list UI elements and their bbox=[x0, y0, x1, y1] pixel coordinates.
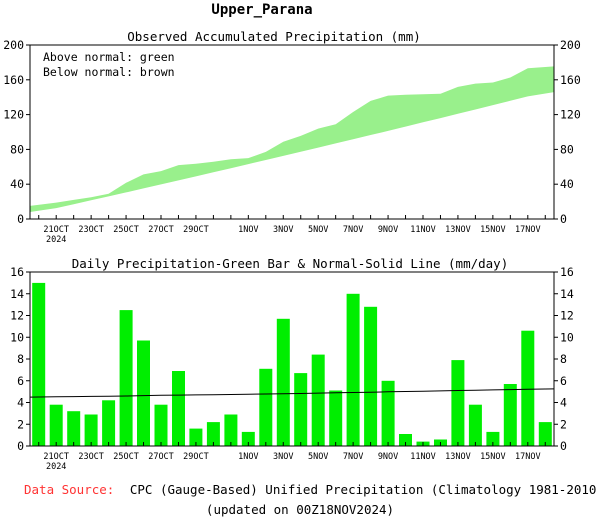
daily-bar bbox=[451, 360, 464, 446]
daily-bar bbox=[329, 391, 342, 447]
daily-bars-layer bbox=[32, 283, 552, 446]
daily-bar bbox=[504, 384, 517, 446]
daily-bar bbox=[521, 331, 534, 446]
bottom-left-tick-label: 2 bbox=[17, 417, 24, 431]
top-right-tick-label: 160 bbox=[560, 73, 581, 87]
bottom-x-tick-label: 27OCT bbox=[148, 452, 174, 462]
top-right-tick-label: 0 bbox=[560, 212, 567, 226]
bottom-x-year-label: 2024 bbox=[46, 462, 66, 472]
accumulation-band-layer bbox=[30, 66, 554, 212]
bottom-x-tick-label: 3NOV bbox=[273, 452, 293, 462]
top-x-tick-label: 25OCT bbox=[113, 225, 139, 235]
daily-bar bbox=[120, 310, 133, 446]
top-left-tick-label: 80 bbox=[10, 142, 24, 156]
bottom-left-tick-label: 0 bbox=[17, 439, 24, 453]
top-x-tick-label: 15NOV bbox=[480, 225, 506, 235]
above-normal-annotation: Above normal: green bbox=[43, 50, 175, 64]
daily-bar bbox=[85, 415, 98, 447]
bottom-x-tick-label: 9NOV bbox=[378, 452, 398, 462]
top-right-tick-label: 200 bbox=[560, 38, 581, 52]
bottom-x-tick-label: 15NOV bbox=[480, 452, 506, 462]
bottom-x-tick-label: 5NOV bbox=[308, 452, 328, 462]
daily-bar bbox=[347, 294, 360, 446]
daily-normal-line bbox=[30, 389, 554, 397]
bottom-right-tick-label: 0 bbox=[560, 439, 567, 453]
accumulated-precipitation-chart: Observed Accumulated Precipitation (mm) … bbox=[3, 29, 581, 245]
daily-bar bbox=[102, 400, 115, 446]
daily-bar bbox=[469, 405, 482, 446]
top-right-tick-label: 40 bbox=[560, 177, 574, 191]
daily-bar bbox=[259, 369, 272, 446]
top-right-tick-label: 120 bbox=[560, 108, 581, 122]
data-source-text: CPC (Gauge-Based) Unified Precipitation … bbox=[130, 482, 598, 497]
station-title: Upper_Parana bbox=[211, 2, 312, 18]
bottom-x-tick-label: 1NOV bbox=[238, 452, 258, 462]
bottom-x-tick-label: 21OCT bbox=[43, 452, 69, 462]
top-left-tick-label: 40 bbox=[10, 177, 24, 191]
top-x-tick-label: 3NOV bbox=[273, 225, 293, 235]
top-x-tick-label: 9NOV bbox=[378, 225, 398, 235]
daily-bar bbox=[50, 405, 63, 446]
bottom-right-tick-label: 16 bbox=[560, 265, 574, 279]
bottom-right-tick-label: 4 bbox=[560, 396, 567, 410]
daily-bar bbox=[312, 355, 325, 446]
top-x-tick-label: 29OCT bbox=[183, 225, 209, 235]
bottom-right-tick-label: 2 bbox=[560, 417, 567, 431]
top-chart-title: Observed Accumulated Precipitation (mm) bbox=[127, 29, 421, 44]
bottom-left-tick-label: 4 bbox=[17, 396, 24, 410]
bottom-left-tick-label: 14 bbox=[10, 287, 24, 301]
top-x-tick-label: 5NOV bbox=[308, 225, 328, 235]
bottom-x-tick-label: 25OCT bbox=[113, 452, 139, 462]
bottom-right-tick-label: 8 bbox=[560, 352, 567, 366]
bottom-left-tick-label: 10 bbox=[10, 330, 24, 344]
above-normal-band bbox=[30, 66, 554, 212]
daily-bar bbox=[172, 371, 185, 446]
top-left-tick-label: 200 bbox=[3, 38, 24, 52]
bottom-x-tick-label: 11NOV bbox=[410, 452, 436, 462]
bottom-left-tick-label: 6 bbox=[17, 374, 24, 388]
bottom-x-tick-label: 23OCT bbox=[78, 452, 104, 462]
daily-precipitation-chart: Daily Precipitation-Green Bar & Normal-S… bbox=[10, 256, 574, 472]
bottom-right-tick-label: 10 bbox=[560, 330, 574, 344]
top-left-tick-label: 0 bbox=[17, 212, 24, 226]
bottom-x-tick-label: 13NOV bbox=[445, 452, 471, 462]
daily-bar bbox=[224, 415, 237, 447]
daily-bar bbox=[137, 341, 150, 447]
top-left-tick-label: 160 bbox=[3, 73, 24, 87]
data-source-footer: Data Source: CPC (Gauge-Based) Unified P… bbox=[24, 482, 598, 497]
daily-normal-line-layer bbox=[30, 389, 554, 397]
daily-bar bbox=[32, 283, 45, 446]
bottom-right-tick-label: 12 bbox=[560, 309, 574, 323]
updated-timestamp: (updated on 00Z18NOV2024) bbox=[206, 502, 394, 517]
daily-bar bbox=[364, 307, 377, 446]
top-x-year-label: 2024 bbox=[46, 235, 66, 245]
bottom-left-tick-label: 12 bbox=[10, 309, 24, 323]
top-x-tick-label: 21OCT bbox=[43, 225, 69, 235]
top-x-tick-label: 7NOV bbox=[343, 225, 363, 235]
daily-bar bbox=[277, 319, 290, 446]
top-left-tick-label: 120 bbox=[3, 108, 24, 122]
below-normal-annotation: Below normal: brown bbox=[43, 65, 175, 79]
top-right-tick-label: 80 bbox=[560, 142, 574, 156]
top-x-tick-label: 27OCT bbox=[148, 225, 174, 235]
daily-bar bbox=[382, 381, 395, 446]
bottom-left-tick-label: 16 bbox=[10, 265, 24, 279]
top-x-tick-label: 11NOV bbox=[410, 225, 436, 235]
daily-bar bbox=[294, 373, 307, 446]
top-x-tick-label: 13NOV bbox=[445, 225, 471, 235]
bottom-chart-title: Daily Precipitation-Green Bar & Normal-S… bbox=[72, 256, 509, 271]
data-source-label: Data Source: bbox=[24, 482, 114, 497]
bottom-x-tick-label: 7NOV bbox=[343, 452, 363, 462]
daily-bar bbox=[155, 405, 168, 446]
top-x-tick-label: 17NOV bbox=[515, 225, 541, 235]
bottom-right-tick-label: 6 bbox=[560, 374, 567, 388]
daily-bar bbox=[67, 411, 80, 446]
bottom-left-tick-label: 8 bbox=[17, 352, 24, 366]
bottom-x-tick-label: 29OCT bbox=[183, 452, 209, 462]
bottom-x-tick-label: 17NOV bbox=[515, 452, 541, 462]
top-x-tick-label: 1NOV bbox=[238, 225, 258, 235]
bottom-right-tick-label: 14 bbox=[560, 287, 574, 301]
top-x-tick-label: 23OCT bbox=[78, 225, 104, 235]
